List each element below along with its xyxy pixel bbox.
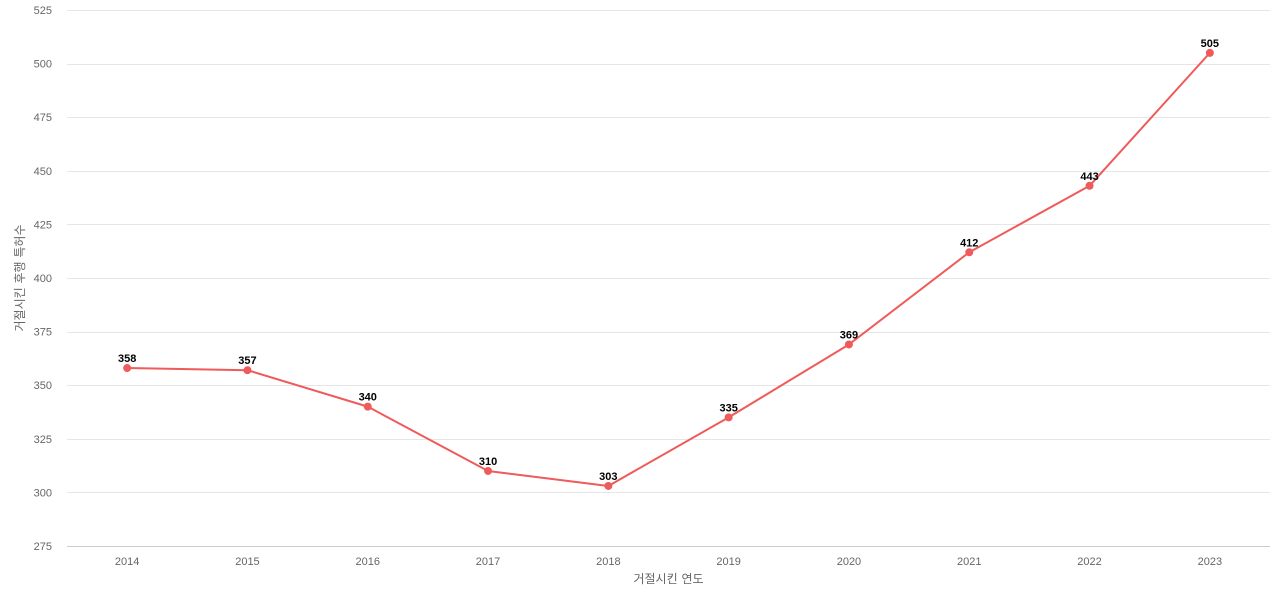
data-label: 303 — [599, 471, 617, 483]
x-tick-label: 2021 — [957, 556, 981, 568]
x-tick-label: 2015 — [235, 556, 259, 568]
x-tick-label: 2014 — [115, 556, 139, 568]
y-tick-label: 350 — [34, 380, 52, 392]
data-point — [724, 413, 733, 422]
y-tick-label: 275 — [34, 541, 52, 553]
data-point — [965, 248, 974, 257]
y-axis-ticks: 275 300 325 350 375 400 425 450 475 500 525 — [34, 5, 52, 553]
data-label: 369 — [840, 329, 858, 341]
y-tick-label: 450 — [34, 166, 52, 178]
data-point — [1205, 48, 1214, 57]
data-point — [844, 340, 853, 349]
y-tick-label: 475 — [34, 112, 52, 124]
x-tick-label: 2020 — [837, 556, 861, 568]
y-tick-label: 500 — [34, 59, 52, 71]
x-axis-ticks: 2014 2015 2016 2017 2018 2019 2020 2021 2022 2023 — [115, 556, 1222, 568]
x-tick-label: 2023 — [1198, 556, 1222, 568]
data-labels: 358 357 340 310 303 335 369 412 443 505 — [118, 38, 1219, 483]
data-point — [363, 402, 372, 411]
data-point — [484, 466, 493, 475]
data-point — [123, 364, 132, 373]
data-label: 357 — [238, 355, 256, 367]
y-axis-title: 거절시킨 후행 특허수 — [12, 225, 27, 332]
y-tick-label: 300 — [34, 487, 52, 499]
data-label: 358 — [118, 353, 136, 365]
data-point — [243, 366, 252, 375]
data-label: 505 — [1201, 38, 1219, 50]
y-tick-label: 525 — [34, 5, 52, 17]
x-tick-label: 2016 — [356, 556, 380, 568]
y-tick-label: 400 — [34, 273, 52, 285]
data-point — [604, 481, 613, 490]
data-label: 412 — [960, 237, 978, 249]
y-tick-label: 425 — [34, 219, 52, 231]
data-label: 340 — [359, 392, 377, 404]
x-tick-label: 2018 — [596, 556, 620, 568]
x-axis-title: 거절시킨 연도 — [633, 572, 703, 586]
data-label: 443 — [1080, 171, 1098, 183]
y-tick-label: 325 — [34, 434, 52, 446]
x-tick-label: 2022 — [1077, 556, 1101, 568]
data-label: 310 — [479, 456, 497, 468]
gridlines — [67, 10, 1270, 493]
x-tick-label: 2017 — [476, 556, 500, 568]
data-point — [1085, 181, 1094, 190]
data-points — [123, 48, 1214, 490]
series-line — [126, 51, 1211, 487]
y-tick-label: 375 — [34, 327, 52, 339]
x-tick-label: 2019 — [716, 556, 740, 568]
data-label: 335 — [719, 402, 737, 414]
